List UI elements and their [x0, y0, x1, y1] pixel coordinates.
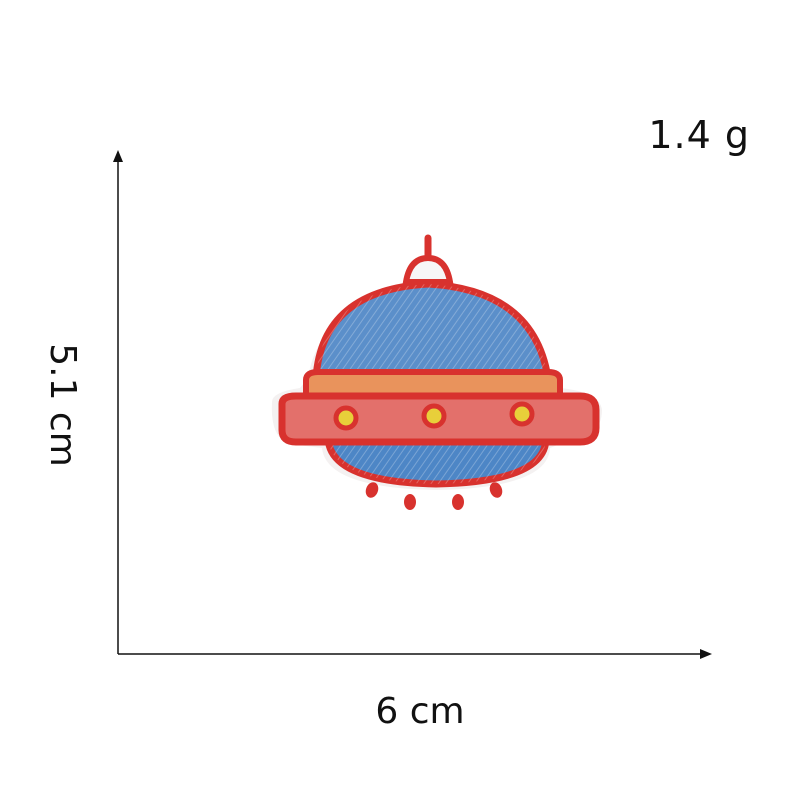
weight-label: 1.4 g	[648, 113, 750, 157]
height-label: 5.1 cm	[42, 343, 83, 467]
height-axis-arrow	[113, 150, 123, 162]
ufo-embroidered-patch-icon	[271, 234, 602, 510]
width-axis-arrow	[700, 649, 712, 659]
width-label: 6 cm	[375, 691, 465, 732]
